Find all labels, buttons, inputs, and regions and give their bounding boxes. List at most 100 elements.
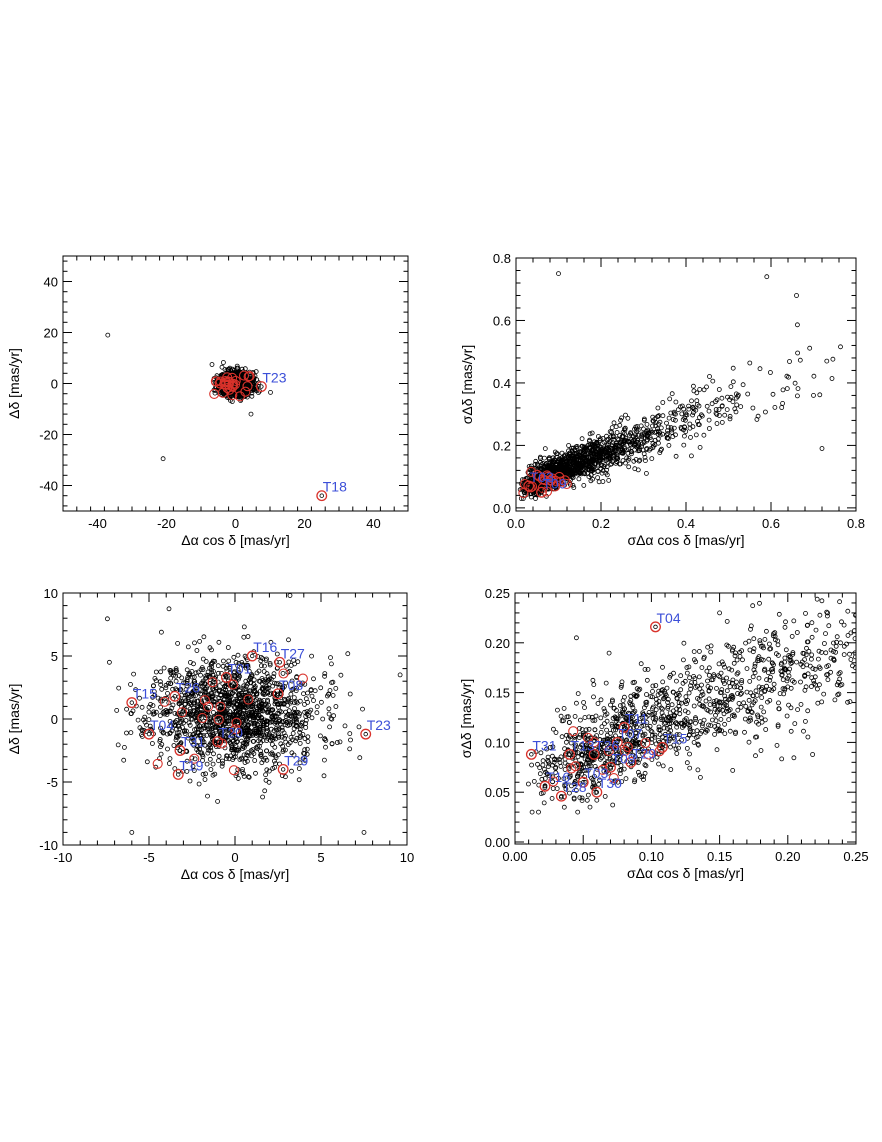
data-point xyxy=(668,410,674,416)
data-point xyxy=(600,479,606,484)
data-point xyxy=(131,671,137,677)
data-point xyxy=(550,459,556,465)
data-point xyxy=(724,407,730,413)
data-point xyxy=(285,711,291,717)
data-point xyxy=(194,648,200,653)
data-point xyxy=(567,452,573,458)
data-point xyxy=(194,685,200,691)
data-point xyxy=(194,688,200,694)
x-tick-label: 0 xyxy=(232,516,239,531)
data-point xyxy=(191,742,197,748)
data-point xyxy=(584,461,590,467)
data-point xyxy=(283,739,289,745)
data-point xyxy=(240,723,246,729)
data-point xyxy=(278,695,284,700)
data-point xyxy=(651,418,656,424)
data-point xyxy=(617,433,623,438)
data-point xyxy=(158,669,164,675)
member-circle xyxy=(227,390,238,401)
data-point xyxy=(200,754,206,760)
data-point xyxy=(206,743,212,748)
highlight-point xyxy=(172,694,177,699)
data-point xyxy=(213,725,219,730)
data-point xyxy=(182,701,188,707)
data-point xyxy=(229,683,235,689)
data-point xyxy=(751,646,757,652)
highlight-circle-t27 xyxy=(274,656,286,668)
data-point xyxy=(165,691,170,696)
x-tick-label: 20 xyxy=(297,516,311,531)
data-point xyxy=(538,456,543,461)
data-point xyxy=(719,419,725,425)
data-point xyxy=(780,400,785,406)
data-point xyxy=(264,678,270,684)
data-point xyxy=(164,712,170,717)
data-point xyxy=(642,667,648,672)
data-point xyxy=(271,735,277,741)
highlight-circle-t04 xyxy=(143,728,155,740)
data-point xyxy=(279,725,285,731)
data-point xyxy=(236,692,242,698)
data-point xyxy=(226,395,232,401)
data-point xyxy=(234,747,240,753)
data-point xyxy=(258,714,264,720)
data-point xyxy=(301,691,306,697)
highlight-point xyxy=(176,772,181,777)
data-point xyxy=(611,452,617,458)
data-point xyxy=(650,423,655,429)
data-point xyxy=(641,439,647,444)
data-point xyxy=(304,746,310,752)
data-point xyxy=(280,701,286,707)
data-point xyxy=(603,680,609,686)
data-point xyxy=(170,670,176,676)
x-tick-label: -10 xyxy=(54,850,73,865)
data-point xyxy=(333,686,339,691)
data-point xyxy=(115,742,121,748)
data-point xyxy=(567,450,572,456)
highlight-circle-t29 xyxy=(277,763,289,775)
data-point xyxy=(567,461,573,466)
x-tick-label: 0.2 xyxy=(592,516,610,531)
data-point xyxy=(706,408,712,414)
data-point xyxy=(208,767,214,772)
data-point xyxy=(208,748,214,753)
data-point xyxy=(298,722,303,728)
data-point xyxy=(764,274,770,280)
data-point xyxy=(212,390,218,396)
data-point xyxy=(220,658,226,664)
data-point xyxy=(191,768,197,773)
data-point xyxy=(105,616,110,622)
data-point xyxy=(223,684,229,690)
data-point xyxy=(258,752,264,758)
data-point xyxy=(599,448,605,454)
data-point xyxy=(152,692,158,698)
data-point xyxy=(264,729,270,735)
data-point xyxy=(568,467,573,473)
data-point xyxy=(276,705,281,710)
data-point xyxy=(189,689,195,695)
y-tick-label: 0 xyxy=(51,377,58,392)
highlight-circle-t01 xyxy=(220,671,232,683)
data-point xyxy=(546,455,552,461)
data-point xyxy=(153,764,159,770)
data-point xyxy=(175,724,181,729)
data-point xyxy=(150,683,156,689)
data-point xyxy=(179,719,184,724)
data-point xyxy=(211,699,217,704)
data-point xyxy=(328,661,334,667)
data-point xyxy=(212,696,218,702)
data-point xyxy=(586,467,592,473)
data-point xyxy=(623,460,628,466)
data-point xyxy=(240,771,246,776)
data-point xyxy=(714,411,720,417)
data-point xyxy=(697,444,703,450)
data-point xyxy=(114,708,120,713)
data-point xyxy=(233,736,239,742)
data-point xyxy=(150,711,156,717)
data-point xyxy=(232,705,238,711)
data-point xyxy=(241,774,247,779)
data-point xyxy=(734,402,740,408)
data-point xyxy=(597,457,602,463)
highlight-point xyxy=(215,739,220,744)
data-point xyxy=(216,753,222,759)
